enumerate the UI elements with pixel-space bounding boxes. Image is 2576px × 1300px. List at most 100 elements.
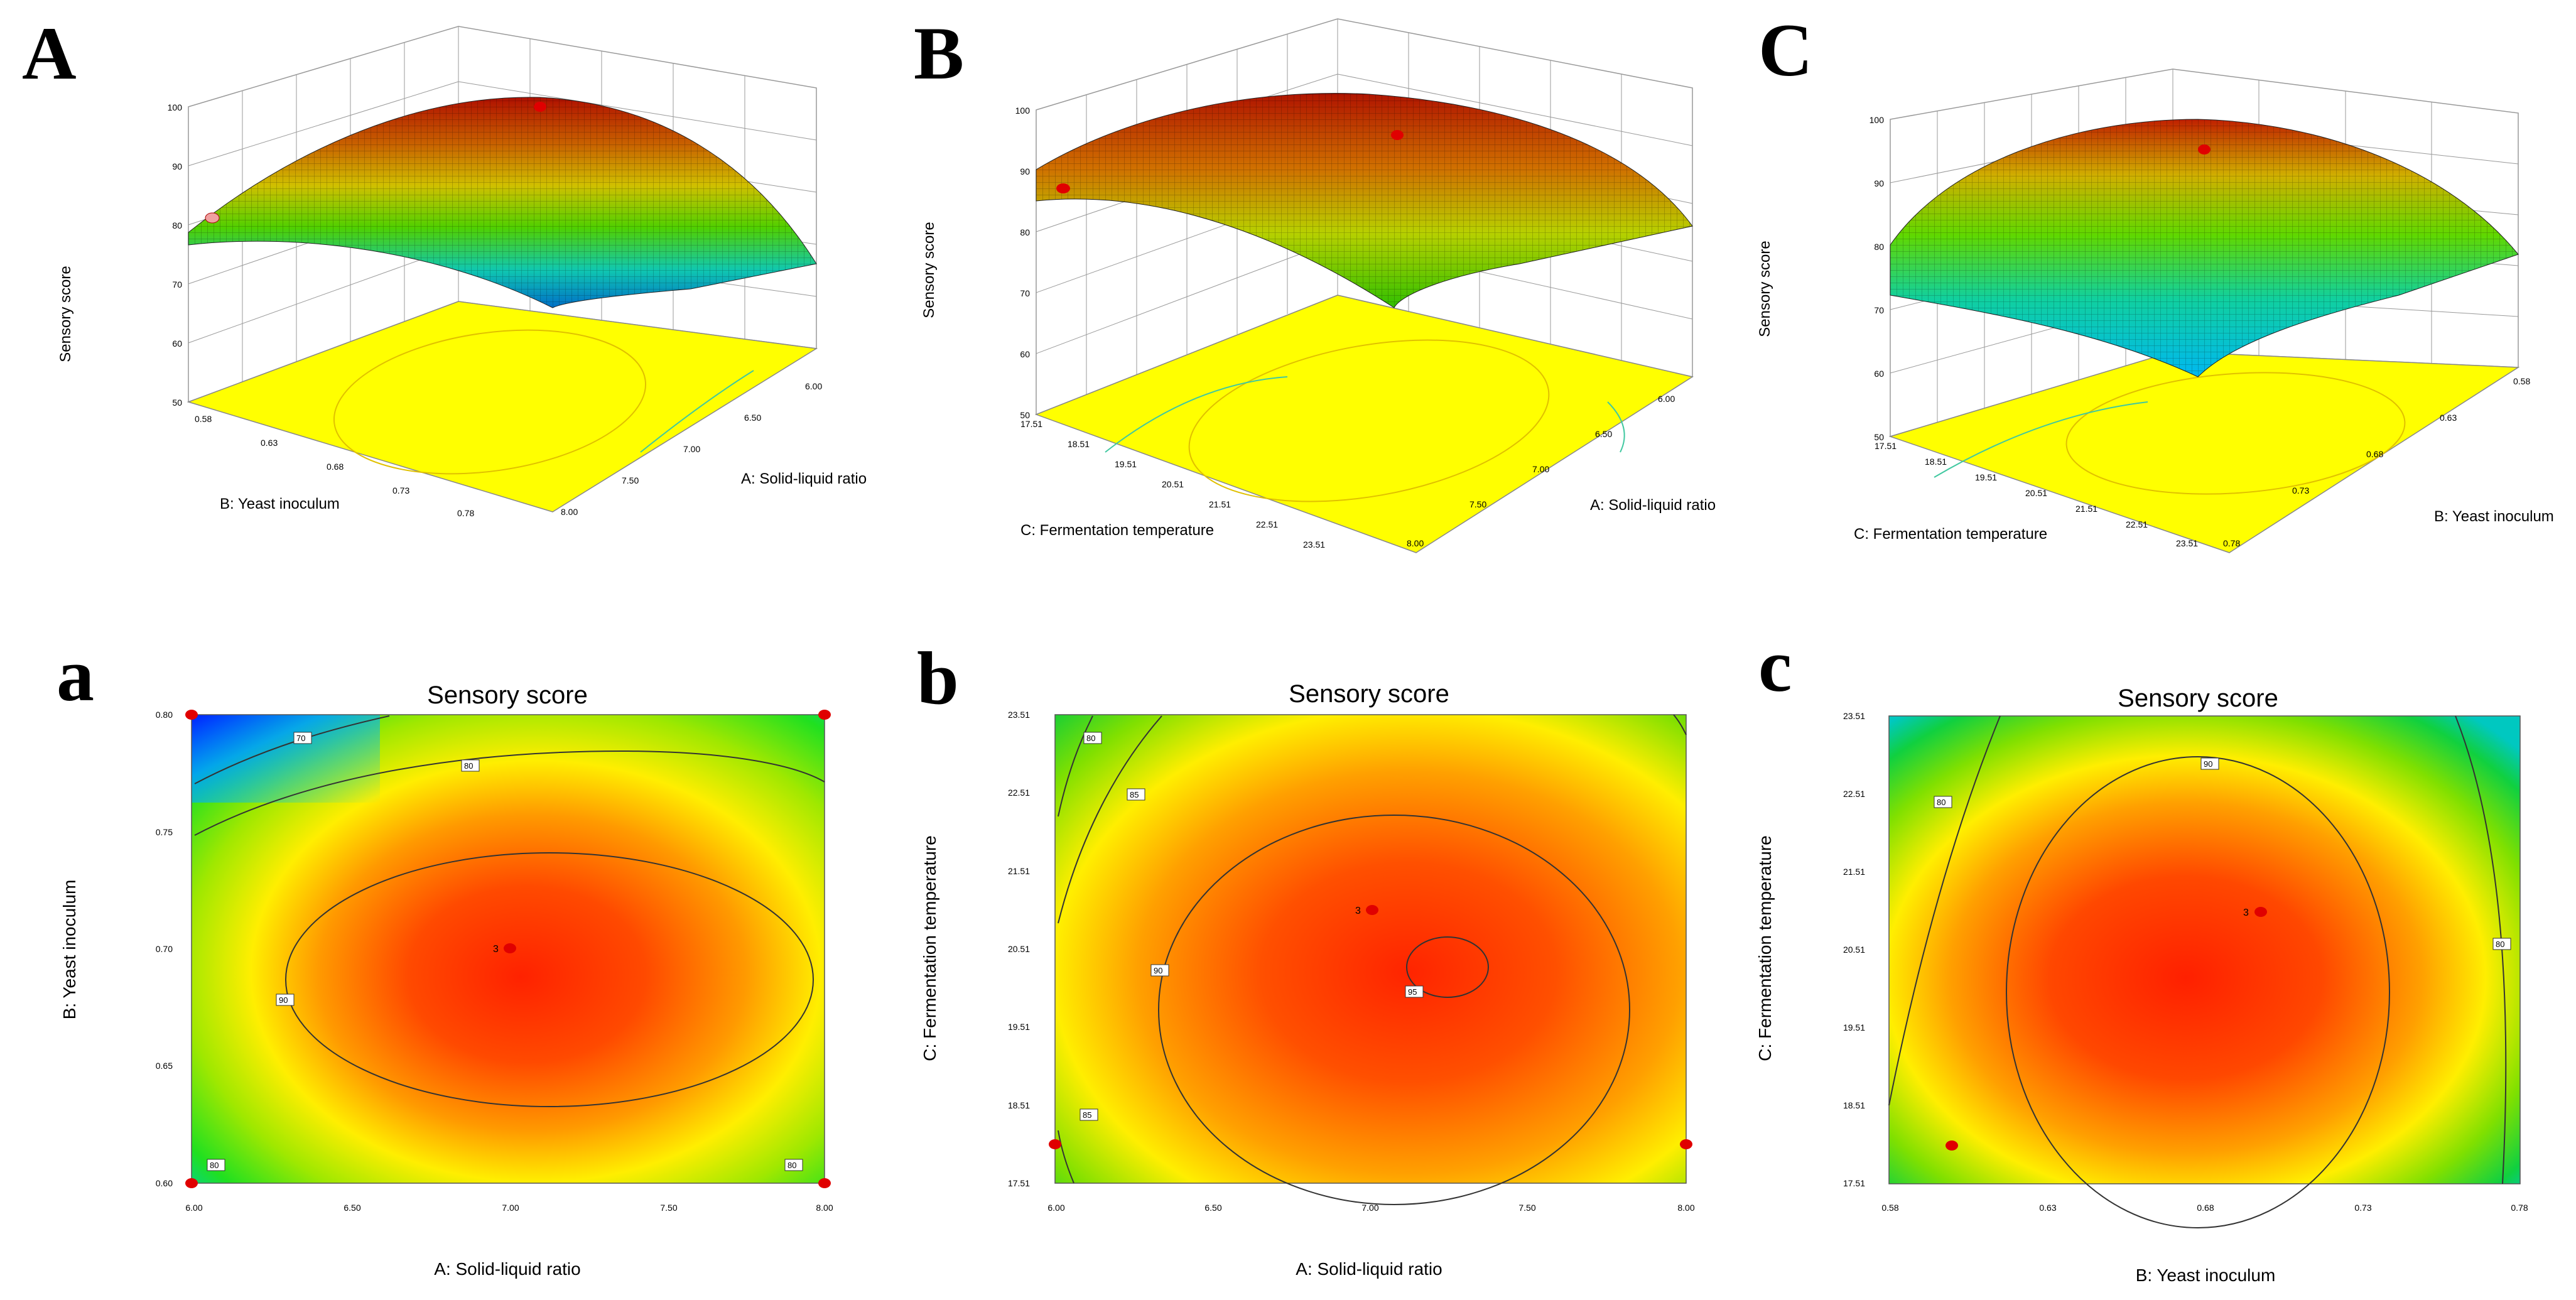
design-point — [185, 710, 198, 720]
svg-text:7.00: 7.00 — [502, 1203, 519, 1213]
svg-text:0.68: 0.68 — [327, 462, 344, 472]
center-point-label: 3 — [2243, 907, 2249, 918]
svg-text:70: 70 — [296, 734, 305, 743]
svg-text:20.51: 20.51 — [1008, 944, 1030, 954]
svg-text:80: 80 — [1874, 242, 1884, 252]
xlabel-A: A: Solid-liquid ratio — [741, 470, 867, 487]
surface-plot-B: 100 90 80 70 60 50 Sensory score 17.51 18.51 1… — [921, 18, 1716, 553]
design-point — [818, 1178, 831, 1188]
svg-text:60: 60 — [172, 339, 182, 349]
svg-text:21.51: 21.51 — [1843, 867, 1865, 877]
svg-text:80: 80 — [2496, 940, 2504, 949]
svg-text:0.75: 0.75 — [156, 827, 173, 837]
svg-text:90: 90 — [1020, 166, 1030, 176]
svg-text:50: 50 — [1874, 432, 1884, 442]
svg-text:70: 70 — [172, 279, 182, 290]
svg-text:80: 80 — [787, 1161, 796, 1170]
ylabel-c: C: Fermentation temperature — [1755, 835, 1775, 1061]
ylabel-B: C: Fermentation temperature — [1020, 522, 1214, 539]
svg-text:0.68: 0.68 — [2366, 449, 2383, 459]
svg-text:80: 80 — [464, 761, 473, 771]
svg-text:0.78: 0.78 — [2223, 538, 2240, 548]
svg-text:7.50: 7.50 — [1518, 1203, 1535, 1213]
svg-text:17.51: 17.51 — [1843, 1178, 1865, 1188]
design-point — [185, 1178, 198, 1188]
svg-text:8.00: 8.00 — [561, 507, 578, 517]
svg-text:0.58: 0.58 — [1881, 1203, 1898, 1213]
svg-text:0.63: 0.63 — [2440, 413, 2457, 423]
svg-text:90: 90 — [279, 995, 288, 1005]
svg-text:0.58: 0.58 — [195, 414, 212, 424]
svg-text:60: 60 — [1020, 349, 1030, 359]
panel-letter-A: A — [22, 11, 77, 95]
design-point — [1049, 1139, 1061, 1149]
svg-text:0.65: 0.65 — [156, 1061, 173, 1071]
svg-text:0.78: 0.78 — [2511, 1203, 2528, 1213]
ylabel-C: C: Fermentation temperature — [1854, 526, 2047, 543]
svg-text:90: 90 — [2204, 759, 2212, 769]
contour-plot-c: Sensory score 80 90 80 3 0.58 0.63 0.68 0.… — [1755, 685, 2528, 1285]
xlabel-C: B: Yeast inoculum — [2434, 508, 2554, 525]
svg-text:0.73: 0.73 — [2354, 1203, 2371, 1213]
svg-text:0.73: 0.73 — [392, 485, 409, 496]
svg-text:17.51: 17.51 — [1008, 1178, 1030, 1188]
svg-text:7.00: 7.00 — [683, 444, 700, 454]
panel-letter-a: a — [57, 633, 94, 717]
svg-text:19.51: 19.51 — [1843, 1022, 1865, 1032]
svg-text:19.51: 19.51 — [1115, 459, 1137, 469]
design-point — [205, 212, 220, 224]
svg-text:22.51: 22.51 — [1843, 789, 1865, 799]
ylabel-A: B: Yeast inoculum — [220, 496, 340, 512]
svg-text:7.50: 7.50 — [660, 1203, 677, 1213]
zlabel-B: Sensory score — [921, 222, 938, 318]
svg-text:0.63: 0.63 — [261, 438, 278, 448]
svg-text:22.51: 22.51 — [2126, 519, 2148, 529]
design-point — [2198, 144, 2211, 154]
xlabel-c: B: Yeast inoculum — [2136, 1265, 2276, 1285]
svg-text:23.51: 23.51 — [2176, 538, 2198, 548]
svg-text:80: 80 — [1020, 227, 1030, 237]
svg-text:80: 80 — [1086, 734, 1095, 743]
svg-text:22.51: 22.51 — [1256, 519, 1278, 529]
svg-text:80: 80 — [210, 1161, 219, 1170]
xlabel-a: A: Solid-liquid ratio — [434, 1259, 580, 1279]
svg-text:0.60: 0.60 — [156, 1178, 173, 1188]
svg-text:6.00: 6.00 — [1047, 1203, 1064, 1213]
svg-text:6.50: 6.50 — [744, 413, 761, 423]
svg-text:100: 100 — [168, 102, 183, 112]
design-point — [1056, 183, 1070, 193]
svg-text:0.80: 0.80 — [156, 710, 173, 720]
svg-text:23.51: 23.51 — [1008, 710, 1030, 720]
svg-text:19.51: 19.51 — [1008, 1022, 1030, 1032]
center-point — [2254, 907, 2267, 917]
panel-letter-b: b — [917, 636, 959, 720]
svg-text:18.51: 18.51 — [1068, 439, 1090, 449]
ylabel-b: C: Fermentation temperature — [920, 835, 939, 1061]
svg-text:23.51: 23.51 — [1843, 711, 1865, 721]
svg-text:17.51: 17.51 — [1020, 419, 1042, 429]
svg-text:70: 70 — [1020, 288, 1030, 298]
svg-text:100: 100 — [1870, 115, 1885, 125]
svg-text:7.00: 7.00 — [1361, 1203, 1378, 1213]
svg-text:18.51: 18.51 — [1008, 1100, 1030, 1110]
svg-text:95: 95 — [1408, 987, 1417, 997]
svg-text:23.51: 23.51 — [1303, 539, 1325, 550]
svg-text:100: 100 — [1015, 106, 1031, 116]
svg-text:6.50: 6.50 — [1204, 1203, 1221, 1213]
zlabel-C: Sensory score — [1756, 241, 1773, 337]
design-point — [1391, 130, 1404, 140]
svg-text:7.50: 7.50 — [622, 475, 639, 485]
panel-letter-C: C — [1758, 8, 1813, 92]
svg-text:18.51: 18.51 — [1925, 457, 1947, 467]
svg-text:90: 90 — [1874, 178, 1884, 188]
svg-text:8.00: 8.00 — [816, 1203, 833, 1213]
svg-text:8.00: 8.00 — [1407, 538, 1424, 548]
svg-text:21.51: 21.51 — [2075, 504, 2097, 514]
svg-text:80: 80 — [172, 220, 182, 230]
center-point-label: 3 — [493, 944, 499, 955]
surface-plot-C: 100 90 80 70 60 50 Sensory score 17.51 18.51 1… — [1756, 68, 2554, 553]
svg-text:0.73: 0.73 — [2292, 485, 2309, 496]
svg-text:20.51: 20.51 — [1843, 945, 1865, 955]
svg-text:6.00: 6.00 — [805, 381, 822, 391]
